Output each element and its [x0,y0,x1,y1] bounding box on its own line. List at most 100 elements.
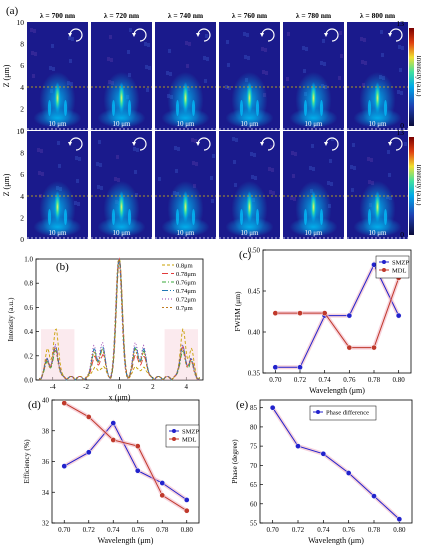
x-axis-label: x (μm) [109,393,131,402]
panel-a-row-2: Z (μm) 0 2 4 6 8 10 10 μm 10 μm 10 μm 10 μm 10 μm 10… [2,127,421,244]
side-lobe [175,100,180,116]
intensity-map-2-2: 10 μm [91,131,152,239]
legend-box [309,405,377,421]
map-speckle [57,141,60,145]
side-lobe [175,209,180,225]
focus-halo-base [225,108,274,128]
side-lobe [63,100,68,116]
map-speckle [250,152,253,156]
map-speckle [353,166,356,170]
data-point [371,493,377,499]
plot-frame [259,399,413,524]
y-axis-label: FWHM (μm) [233,291,242,332]
panel-a-y-tick: 2 [20,213,24,222]
rotation-arc [261,137,275,151]
rotation-arrowhead [388,33,392,37]
legend-swatch-marker [382,260,386,264]
rotation-arc [69,137,83,151]
legend-label: 0.7μm [176,305,193,312]
plot-frame [262,249,412,374]
map-speckle [225,85,228,89]
map-speckle [185,41,188,45]
map-speckle [145,65,148,69]
colorbar-gradient [409,137,414,235]
map-speckle [397,90,400,94]
focus-halo-base [289,108,338,128]
y-tick-label: 70 [250,462,258,470]
side-lobe [111,209,116,225]
map-speckle [97,185,100,189]
series-line [64,422,188,501]
intensity-map-1-5: 10 μm λ = 780 nm [283,11,344,130]
map-speckle [270,145,273,149]
map-speckle [166,71,169,75]
y-tick-label: 85 [250,404,258,412]
side-lobe [127,209,132,225]
panel-label: (c) [239,249,252,261]
map-speckle [33,29,36,33]
x-tick-label: 0.78 [368,526,381,534]
map-speckle [246,33,249,37]
focus-halo-base [97,108,146,128]
map-speckle [291,151,294,155]
panel-b-intensity-profile: (b) -4 -2 0 2 4 0.0 0.2 0.4 0.6 0.8 1.0 x (μm) Inten… [6,256,204,402]
focal-spot [310,191,317,223]
map-speckle [312,167,315,171]
map-speckle [168,49,171,53]
rotation-arc [197,28,211,42]
scale-bar-label: 10 μm [113,120,132,128]
map-speckle [294,152,297,156]
legend-swatch-marker [172,437,176,441]
legend: Phase difference [309,405,377,421]
map-speckle [370,158,373,162]
map-speckle [243,32,246,36]
map-speckle [49,66,52,70]
x-tick-label: 0.72 [294,376,307,384]
map-speckle [320,61,323,65]
x-tick-label: -2 [83,383,89,391]
focus-halo-base [353,217,402,237]
map-speckle [269,190,272,194]
y-tick-label: 38 [42,427,50,435]
map-speckle [32,74,35,78]
side-lobe [319,209,324,225]
side-lobe [63,209,68,225]
map-speckle [109,35,112,39]
x-tick-label: 0.76 [132,526,145,534]
data-point [61,463,68,469]
map-speckle [322,39,325,43]
map-speckle [234,183,237,187]
map-speckle [327,181,330,185]
legend-label: MDL [182,437,196,444]
x-tick-label: 0.72 [292,526,305,534]
rotation-arc [325,28,339,42]
colorbar-max-label: 13 [397,128,405,137]
map-speckle [188,42,191,46]
wavelength-title: λ = 720 nm [104,11,140,20]
rotation-arc [197,137,211,151]
data-point [346,312,353,319]
map-speckle [40,149,43,153]
map-speckle [305,47,308,51]
map-speckle [74,201,77,205]
scale-bar-label: 10 μm [113,229,132,237]
y-tick-label: 36 [42,458,50,466]
side-lobe [191,209,196,225]
map-speckle [76,179,79,183]
map-speckle [287,32,290,36]
y-tick-label: 65 [250,481,258,489]
rotate-clockwise-icon [324,28,339,42]
focus-halo-base [289,217,338,237]
map-speckle [233,160,236,164]
focal-spot [182,82,189,114]
map-speckle [177,147,180,151]
rotate-clockwise-icon [388,28,403,42]
data-point [297,310,303,316]
intensity-map-2-5: 10 μm [283,131,344,239]
x-tick-label: 0.76 [343,526,356,534]
panel-a-y-label: Z (μm) [2,64,11,87]
wavelength-title: λ = 700 nm [40,11,76,20]
colorbar-max-label: 13 [397,19,405,28]
x-axis-label: Wavelength (μm) [309,386,365,395]
